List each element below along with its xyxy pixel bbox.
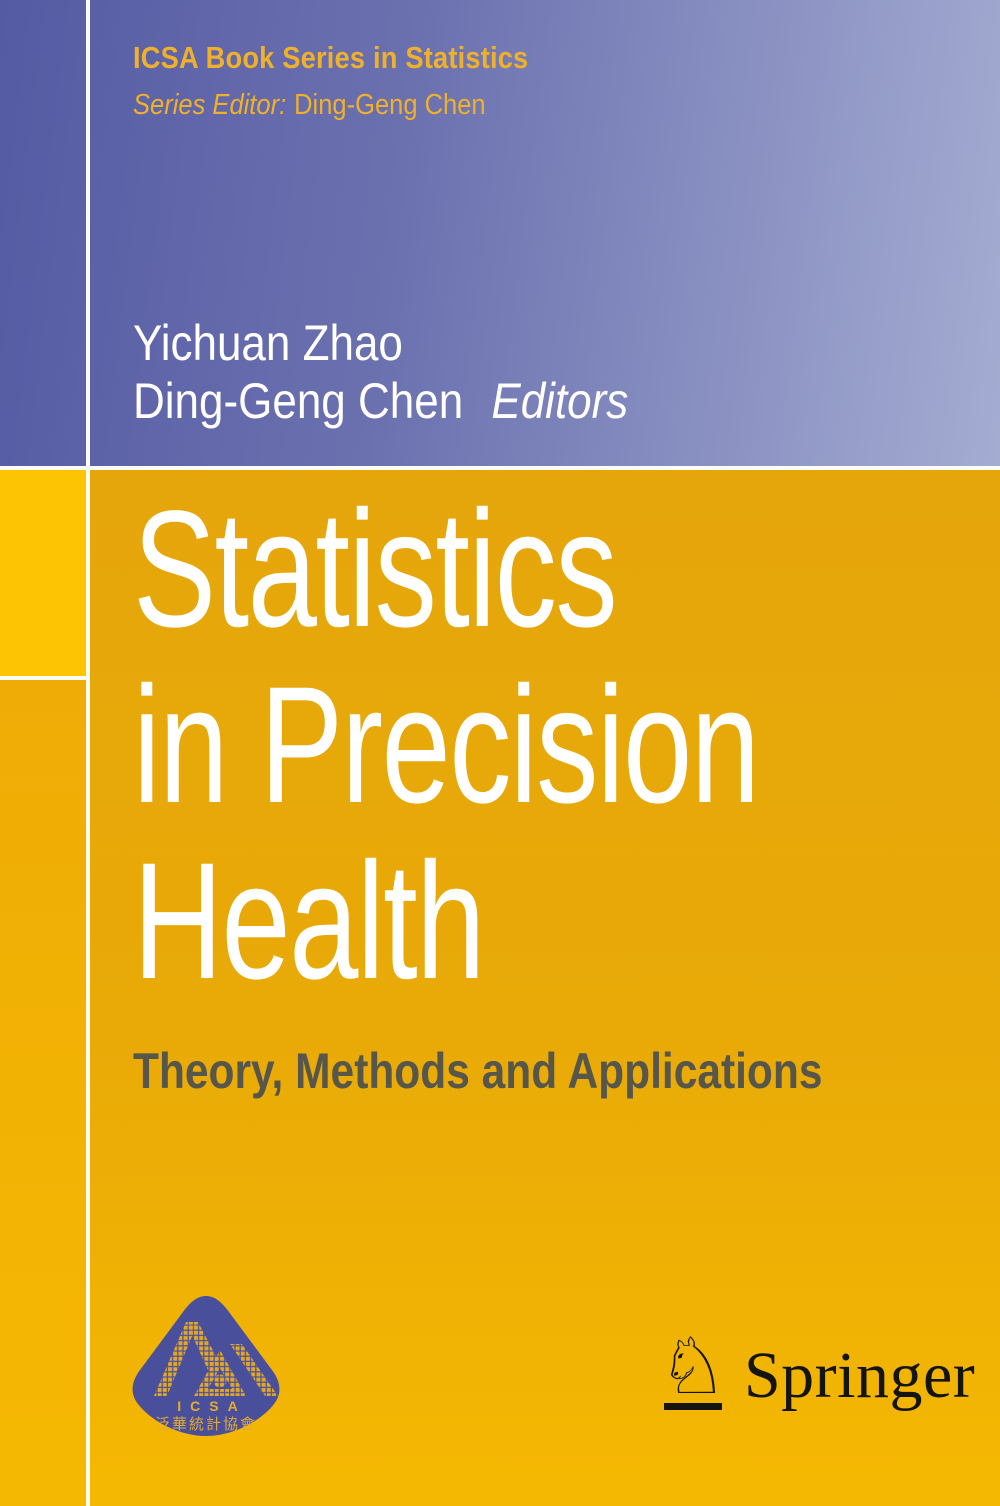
header-band <box>0 0 1000 466</box>
sidebar-yellow-square <box>0 470 86 676</box>
publisher-name: Springer <box>743 1339 976 1413</box>
icsa-logo-shape <box>132 1296 280 1436</box>
cover-body-band <box>0 470 1000 1506</box>
springer-underline <box>663 1402 722 1410</box>
editors-role-label: Editors <box>491 373 629 429</box>
editor-name-1: Yichuan Zhao <box>133 315 403 371</box>
book-title-line-3: Health <box>133 829 485 1014</box>
editor-line-2: Ding-Geng Chen Editors <box>133 372 628 430</box>
book-title: Statistics in Precision Health <box>133 482 967 1010</box>
book-title-line-2: in Precision <box>133 653 760 838</box>
editors-block: Yichuan Zhao Ding-Geng Chen Editors <box>133 314 696 430</box>
sidebar-divider <box>0 676 86 680</box>
series-editor-line: Series Editor: Ding-Geng Chen <box>133 89 528 122</box>
sidebar-lower-strip <box>0 680 86 1506</box>
series-header: ICSA Book Series in Statistics Series Ed… <box>133 40 582 122</box>
series-editor-name: Ding-Geng Chen <box>294 89 486 121</box>
book-title-line-1: Statistics <box>133 477 618 662</box>
series-title: ICSA Book Series in Statistics <box>133 40 529 75</box>
vertical-divider <box>86 0 90 1506</box>
publisher-logo: ♘ Springer <box>658 1322 976 1413</box>
icsa-chinese-name: 泛華統計協會 <box>155 1415 257 1433</box>
series-editor-label: Series Editor: <box>133 89 287 121</box>
horizontal-divider <box>0 466 1000 470</box>
springer-horse-icon: ♘ <box>658 1322 728 1412</box>
icsa-mountain-pattern <box>154 1322 278 1396</box>
book-subtitle: Theory, Methods and Applications <box>133 1043 823 1099</box>
editor-name-2: Ding-Geng Chen <box>133 373 464 429</box>
icsa-logo: ICSA 泛華統計協會 <box>132 1296 280 1436</box>
icsa-acronym: ICSA <box>177 1398 246 1414</box>
